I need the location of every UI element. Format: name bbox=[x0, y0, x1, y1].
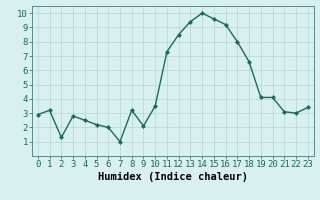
X-axis label: Humidex (Indice chaleur): Humidex (Indice chaleur) bbox=[98, 172, 248, 182]
